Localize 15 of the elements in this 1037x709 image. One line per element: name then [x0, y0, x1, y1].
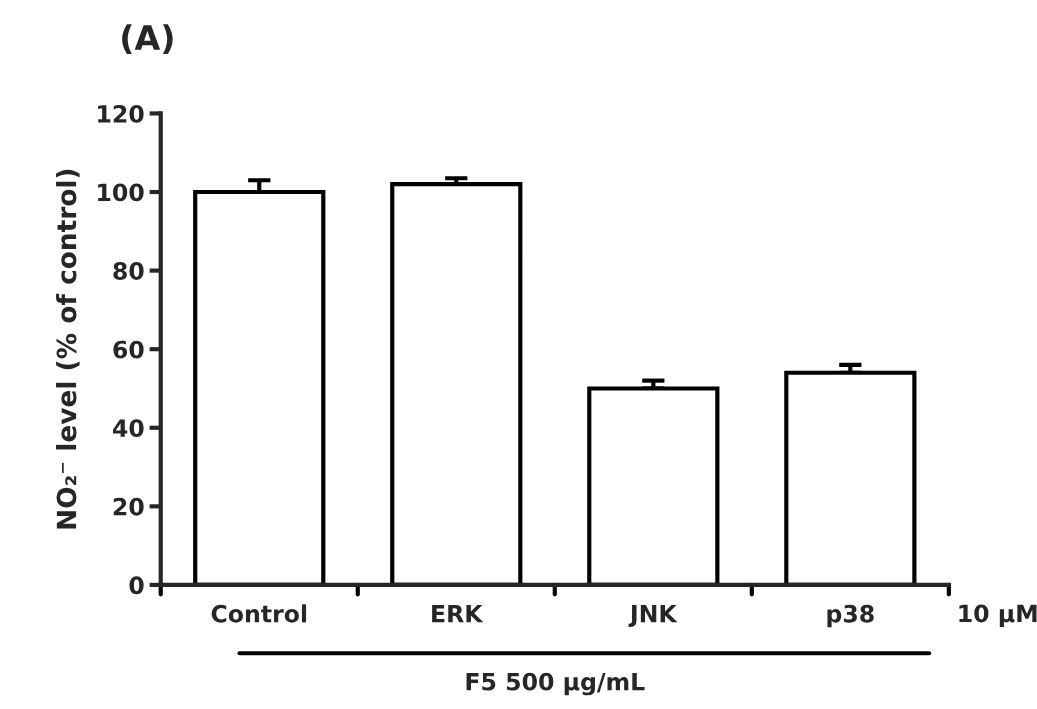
y-tick-label: 120: [98, 104, 144, 123]
y-tick-label: 0: [129, 576, 144, 595]
y-axis-title: NO₂⁻ level (% of control): [56, 169, 80, 529]
y-tick-label: 20: [113, 497, 144, 516]
chart-title: (A): [122, 24, 173, 55]
x-tick-label: p38: [827, 604, 874, 628]
x-tick-label: Control: [211, 604, 307, 623]
text: 10 μM: [959, 604, 1037, 627]
x-tick-label: JNK: [628, 605, 678, 628]
y-tick-label: 40: [112, 419, 144, 438]
y-tick-label: 100: [98, 183, 144, 202]
text: F5 500 μg/mL: [466, 672, 645, 696]
y-tick-label: 60: [113, 340, 144, 359]
y-tick-label: 80: [113, 262, 144, 280]
x-tick-label: ERK: [432, 605, 484, 623]
